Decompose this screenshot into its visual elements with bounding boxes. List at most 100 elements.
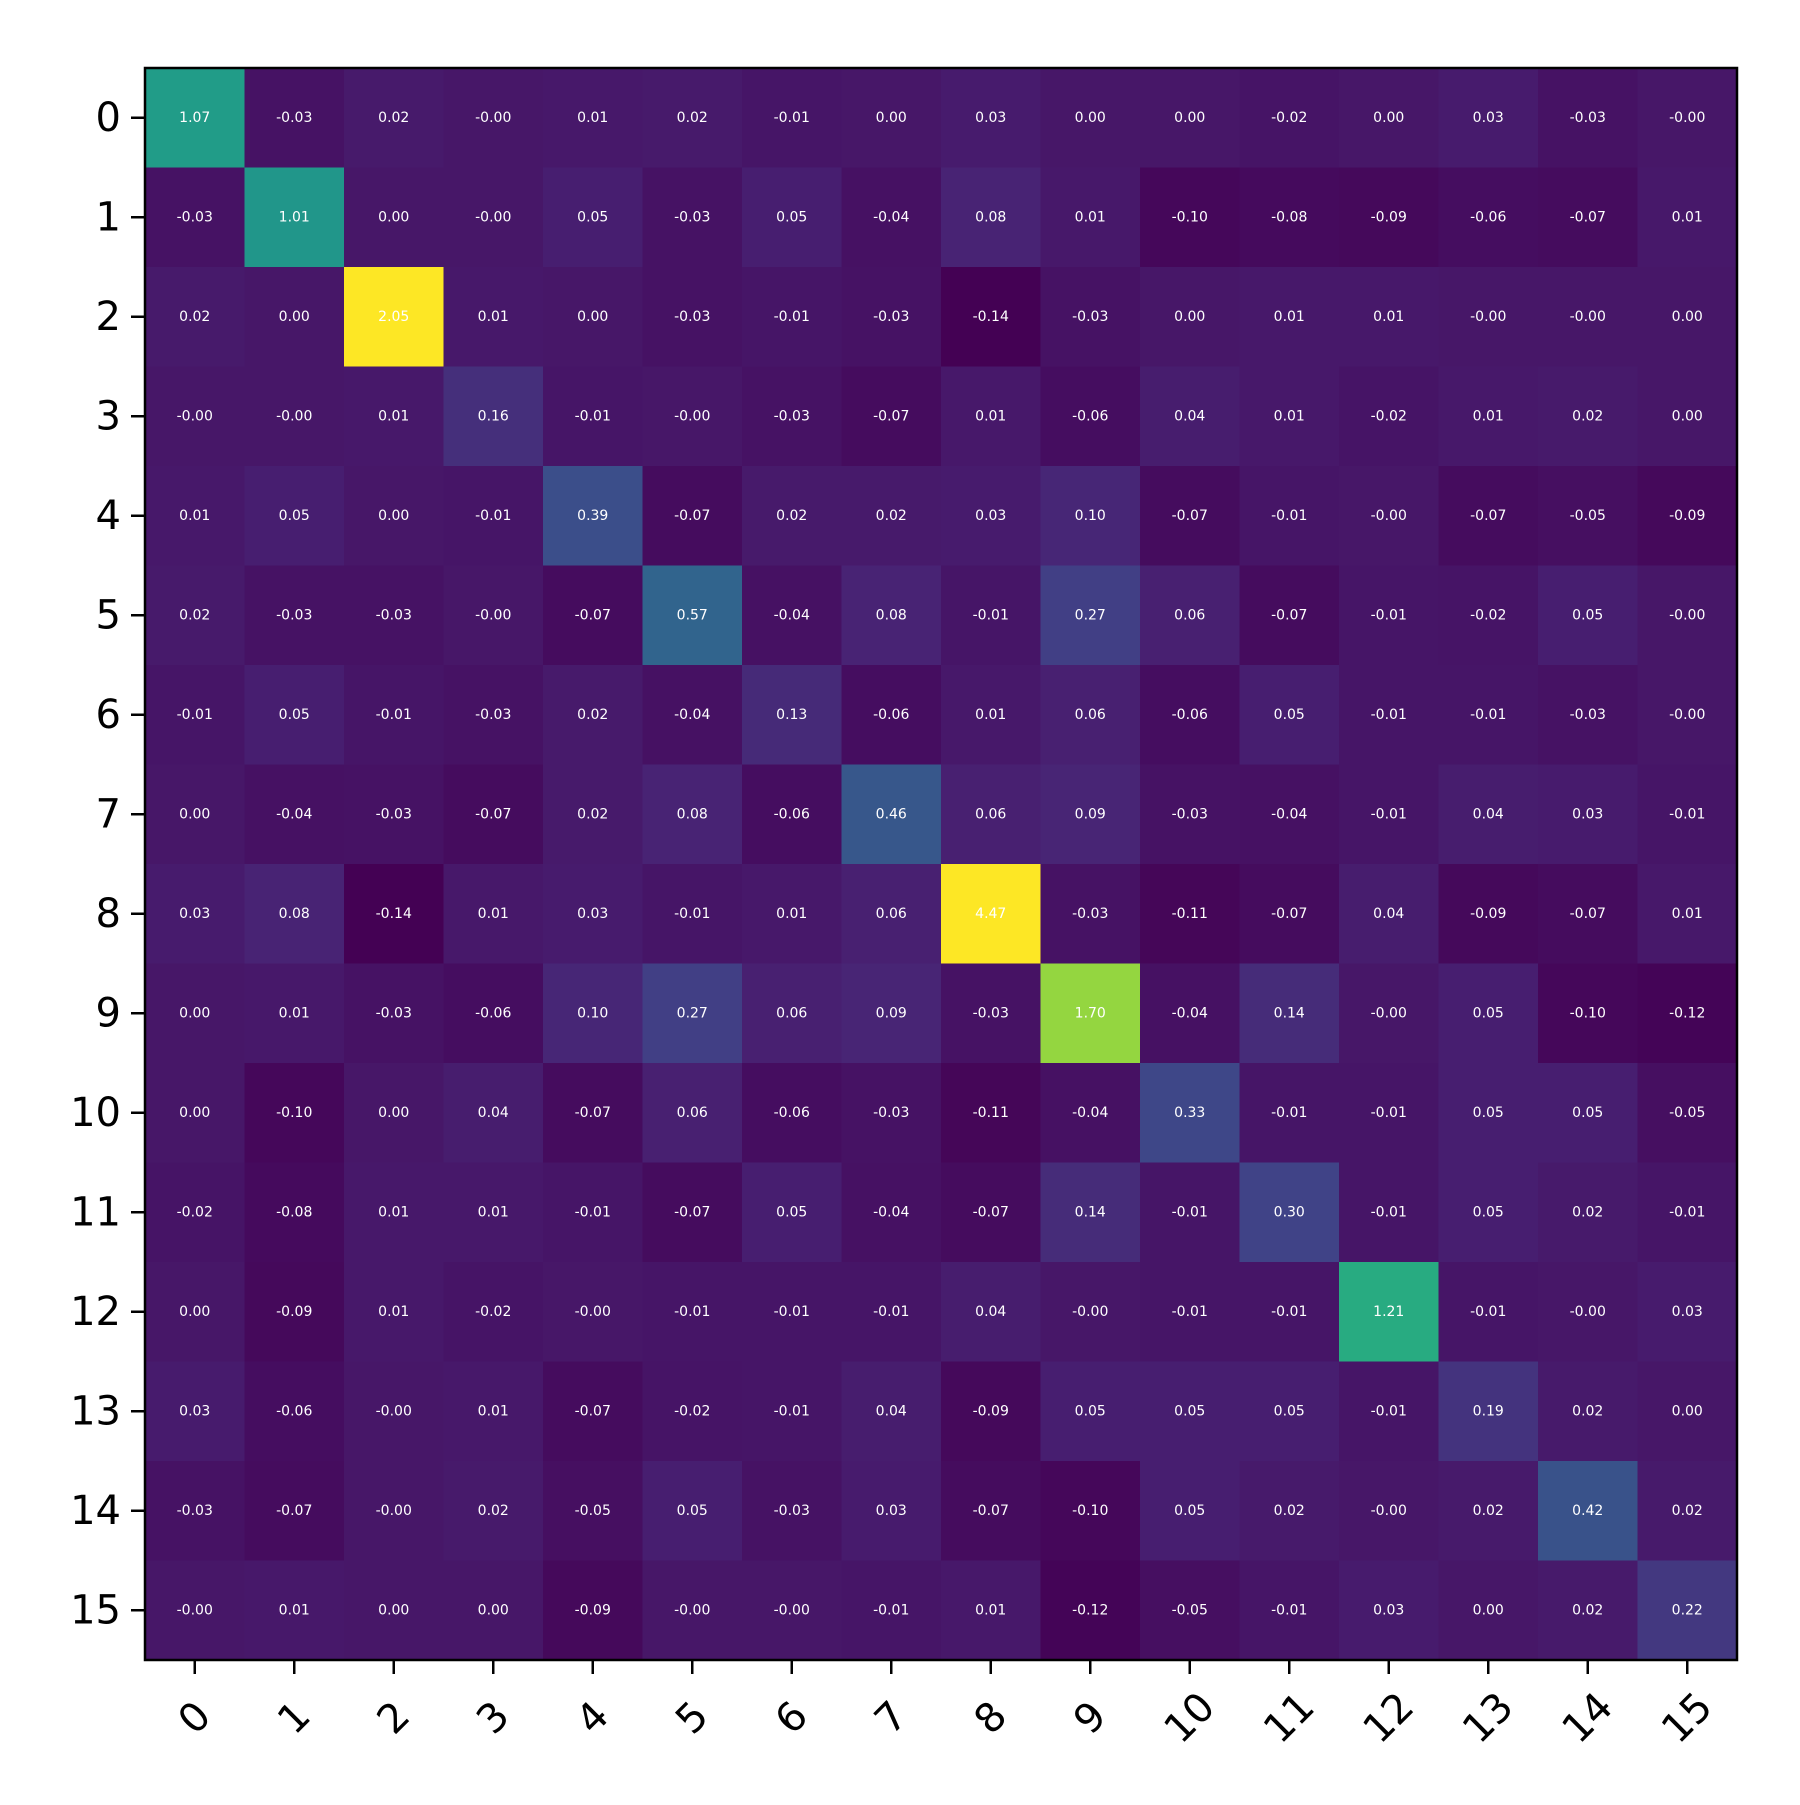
cell-label-1-2: 0.00 — [378, 209, 409, 225]
cell-label-7-14: 0.03 — [1572, 806, 1603, 822]
cell-label-6-4: 0.02 — [577, 707, 608, 723]
cell-label-4-6: 0.02 — [776, 508, 807, 524]
cell-label-9-12: -0.00 — [1371, 1005, 1407, 1021]
cell-label-1-6: 0.05 — [776, 209, 807, 225]
cell-label-3-14: 0.02 — [1572, 408, 1603, 424]
heatmap-cell-1-9 — [1040, 167, 1141, 268]
heatmap-cell-4-4 — [543, 466, 643, 566]
cell-label-15-7: -0.01 — [873, 1602, 909, 1618]
heatmap-cell-3-2 — [344, 366, 444, 467]
y-tick-label-4: 4 — [96, 493, 121, 539]
heatmap-cell-12-4 — [543, 1262, 643, 1362]
heatmap-cell-5-5 — [642, 565, 743, 666]
cell-label-15-1: 0.01 — [279, 1602, 310, 1618]
cell-label-9-3: -0.06 — [475, 1005, 511, 1021]
heatmap-cell-5-7 — [841, 565, 942, 666]
y-tick-label-15: 15 — [70, 1587, 121, 1633]
cell-label-0-1: -0.03 — [276, 110, 312, 126]
cell-label-14-14: 0.42 — [1572, 1503, 1603, 1519]
heatmap-cell-12-7 — [841, 1262, 942, 1362]
cell-label-0-7: 0.00 — [876, 110, 907, 126]
heatmap-cell-6-2 — [344, 665, 444, 765]
heatmap-cell-14-13 — [1438, 1461, 1539, 1561]
heatmap-cell-4-8 — [941, 466, 1041, 566]
cell-label-13-11: 0.05 — [1274, 1403, 1305, 1419]
heatmap-cell-2-0 — [145, 267, 245, 367]
heatmap-cell-8-3 — [443, 864, 544, 964]
cell-label-12-15: 0.03 — [1672, 1304, 1703, 1320]
heatmap-cell-4-3 — [443, 466, 544, 566]
heatmap-cell-4-14 — [1538, 466, 1638, 566]
heatmap-cell-4-5 — [642, 466, 743, 566]
heatmap-cell-10-13 — [1438, 1063, 1539, 1163]
heatmap-cell-8-1 — [244, 864, 345, 964]
cell-label-11-12: -0.01 — [1371, 1204, 1407, 1220]
cell-label-3-2: 0.01 — [378, 408, 409, 424]
heatmap-cell-1-11 — [1239, 167, 1340, 268]
y-tick-label-9: 9 — [96, 990, 121, 1036]
heatmap-cell-14-5 — [642, 1461, 743, 1561]
cell-label-1-8: 0.08 — [975, 209, 1006, 225]
heatmap-cell-5-4 — [543, 565, 643, 666]
heatmap-cell-6-4 — [543, 665, 643, 765]
heatmap-cell-15-12 — [1339, 1560, 1439, 1661]
cell-label-8-15: 0.01 — [1672, 906, 1703, 922]
cell-label-13-1: -0.06 — [276, 1403, 312, 1419]
heatmap-cell-14-2 — [344, 1461, 444, 1561]
heatmap-cell-6-6 — [742, 665, 842, 765]
cell-label-9-0: 0.00 — [179, 1005, 210, 1021]
heatmap-cell-6-9 — [1040, 665, 1141, 765]
heatmap-cell-8-13 — [1438, 864, 1539, 964]
cell-label-9-7: 0.09 — [876, 1005, 907, 1021]
heatmap-cell-13-4 — [543, 1361, 643, 1462]
cell-label-11-5: -0.07 — [674, 1204, 710, 1220]
heatmap-cell-2-14 — [1538, 267, 1638, 367]
cell-label-12-2: 0.01 — [378, 1304, 409, 1320]
heatmap-cell-6-14 — [1538, 665, 1638, 765]
cell-label-3-6: -0.03 — [774, 408, 810, 424]
heatmap-cell-9-3 — [443, 963, 544, 1064]
heatmap-cell-8-4 — [543, 864, 643, 964]
cell-label-12-9: -0.00 — [1072, 1304, 1108, 1320]
heatmap-cell-9-11 — [1239, 963, 1340, 1064]
cell-label-2-13: -0.00 — [1470, 309, 1506, 325]
heatmap-cell-6-8 — [941, 665, 1041, 765]
heatmap-cell-1-14 — [1538, 167, 1638, 268]
heatmap-cell-10-3 — [443, 1063, 544, 1163]
heatmap-cell-12-10 — [1140, 1262, 1240, 1362]
cell-label-3-7: -0.07 — [873, 408, 909, 424]
cell-label-9-15: -0.12 — [1669, 1005, 1705, 1021]
heatmap-cell-14-11 — [1239, 1461, 1340, 1561]
heatmap-cell-10-2 — [344, 1063, 444, 1163]
cell-label-2-7: -0.03 — [873, 309, 909, 325]
cell-label-3-10: 0.04 — [1174, 408, 1205, 424]
cell-label-4-13: -0.07 — [1470, 508, 1506, 524]
heatmap-cell-8-11 — [1239, 864, 1340, 964]
heatmap-cell-5-6 — [742, 565, 842, 666]
heatmap-cell-5-2 — [344, 565, 444, 666]
cell-label-10-9: -0.04 — [1072, 1105, 1108, 1121]
heatmap-cell-0-3 — [443, 68, 544, 168]
heatmap-cell-12-3 — [443, 1262, 544, 1362]
cell-label-3-4: -0.01 — [575, 408, 611, 424]
heatmap-cell-7-2 — [344, 764, 444, 865]
heatmap-cell-9-6 — [742, 963, 842, 1064]
heatmap-cell-7-7 — [841, 764, 942, 865]
cell-label-13-8: -0.09 — [973, 1403, 1009, 1419]
cell-label-11-3: 0.01 — [478, 1204, 509, 1220]
cell-label-7-6: -0.06 — [774, 806, 810, 822]
cell-label-11-10: -0.01 — [1172, 1204, 1208, 1220]
heatmap-cell-5-1 — [244, 565, 345, 666]
heatmap-cell-7-6 — [742, 764, 842, 865]
cell-label-14-15: 0.02 — [1672, 1503, 1703, 1519]
cell-label-4-3: -0.01 — [475, 508, 511, 524]
cell-label-15-8: 0.01 — [975, 1602, 1006, 1618]
cell-label-0-15: -0.00 — [1669, 110, 1705, 126]
heatmap-cell-14-9 — [1040, 1461, 1141, 1561]
cell-label-6-5: -0.04 — [674, 707, 710, 723]
heatmap-cell-13-9 — [1040, 1361, 1141, 1462]
heatmap-cell-13-1 — [244, 1361, 345, 1462]
cell-label-0-4: 0.01 — [577, 110, 608, 126]
heatmap-cell-9-5 — [642, 963, 743, 1064]
heatmap-cell-3-9 — [1040, 366, 1141, 467]
